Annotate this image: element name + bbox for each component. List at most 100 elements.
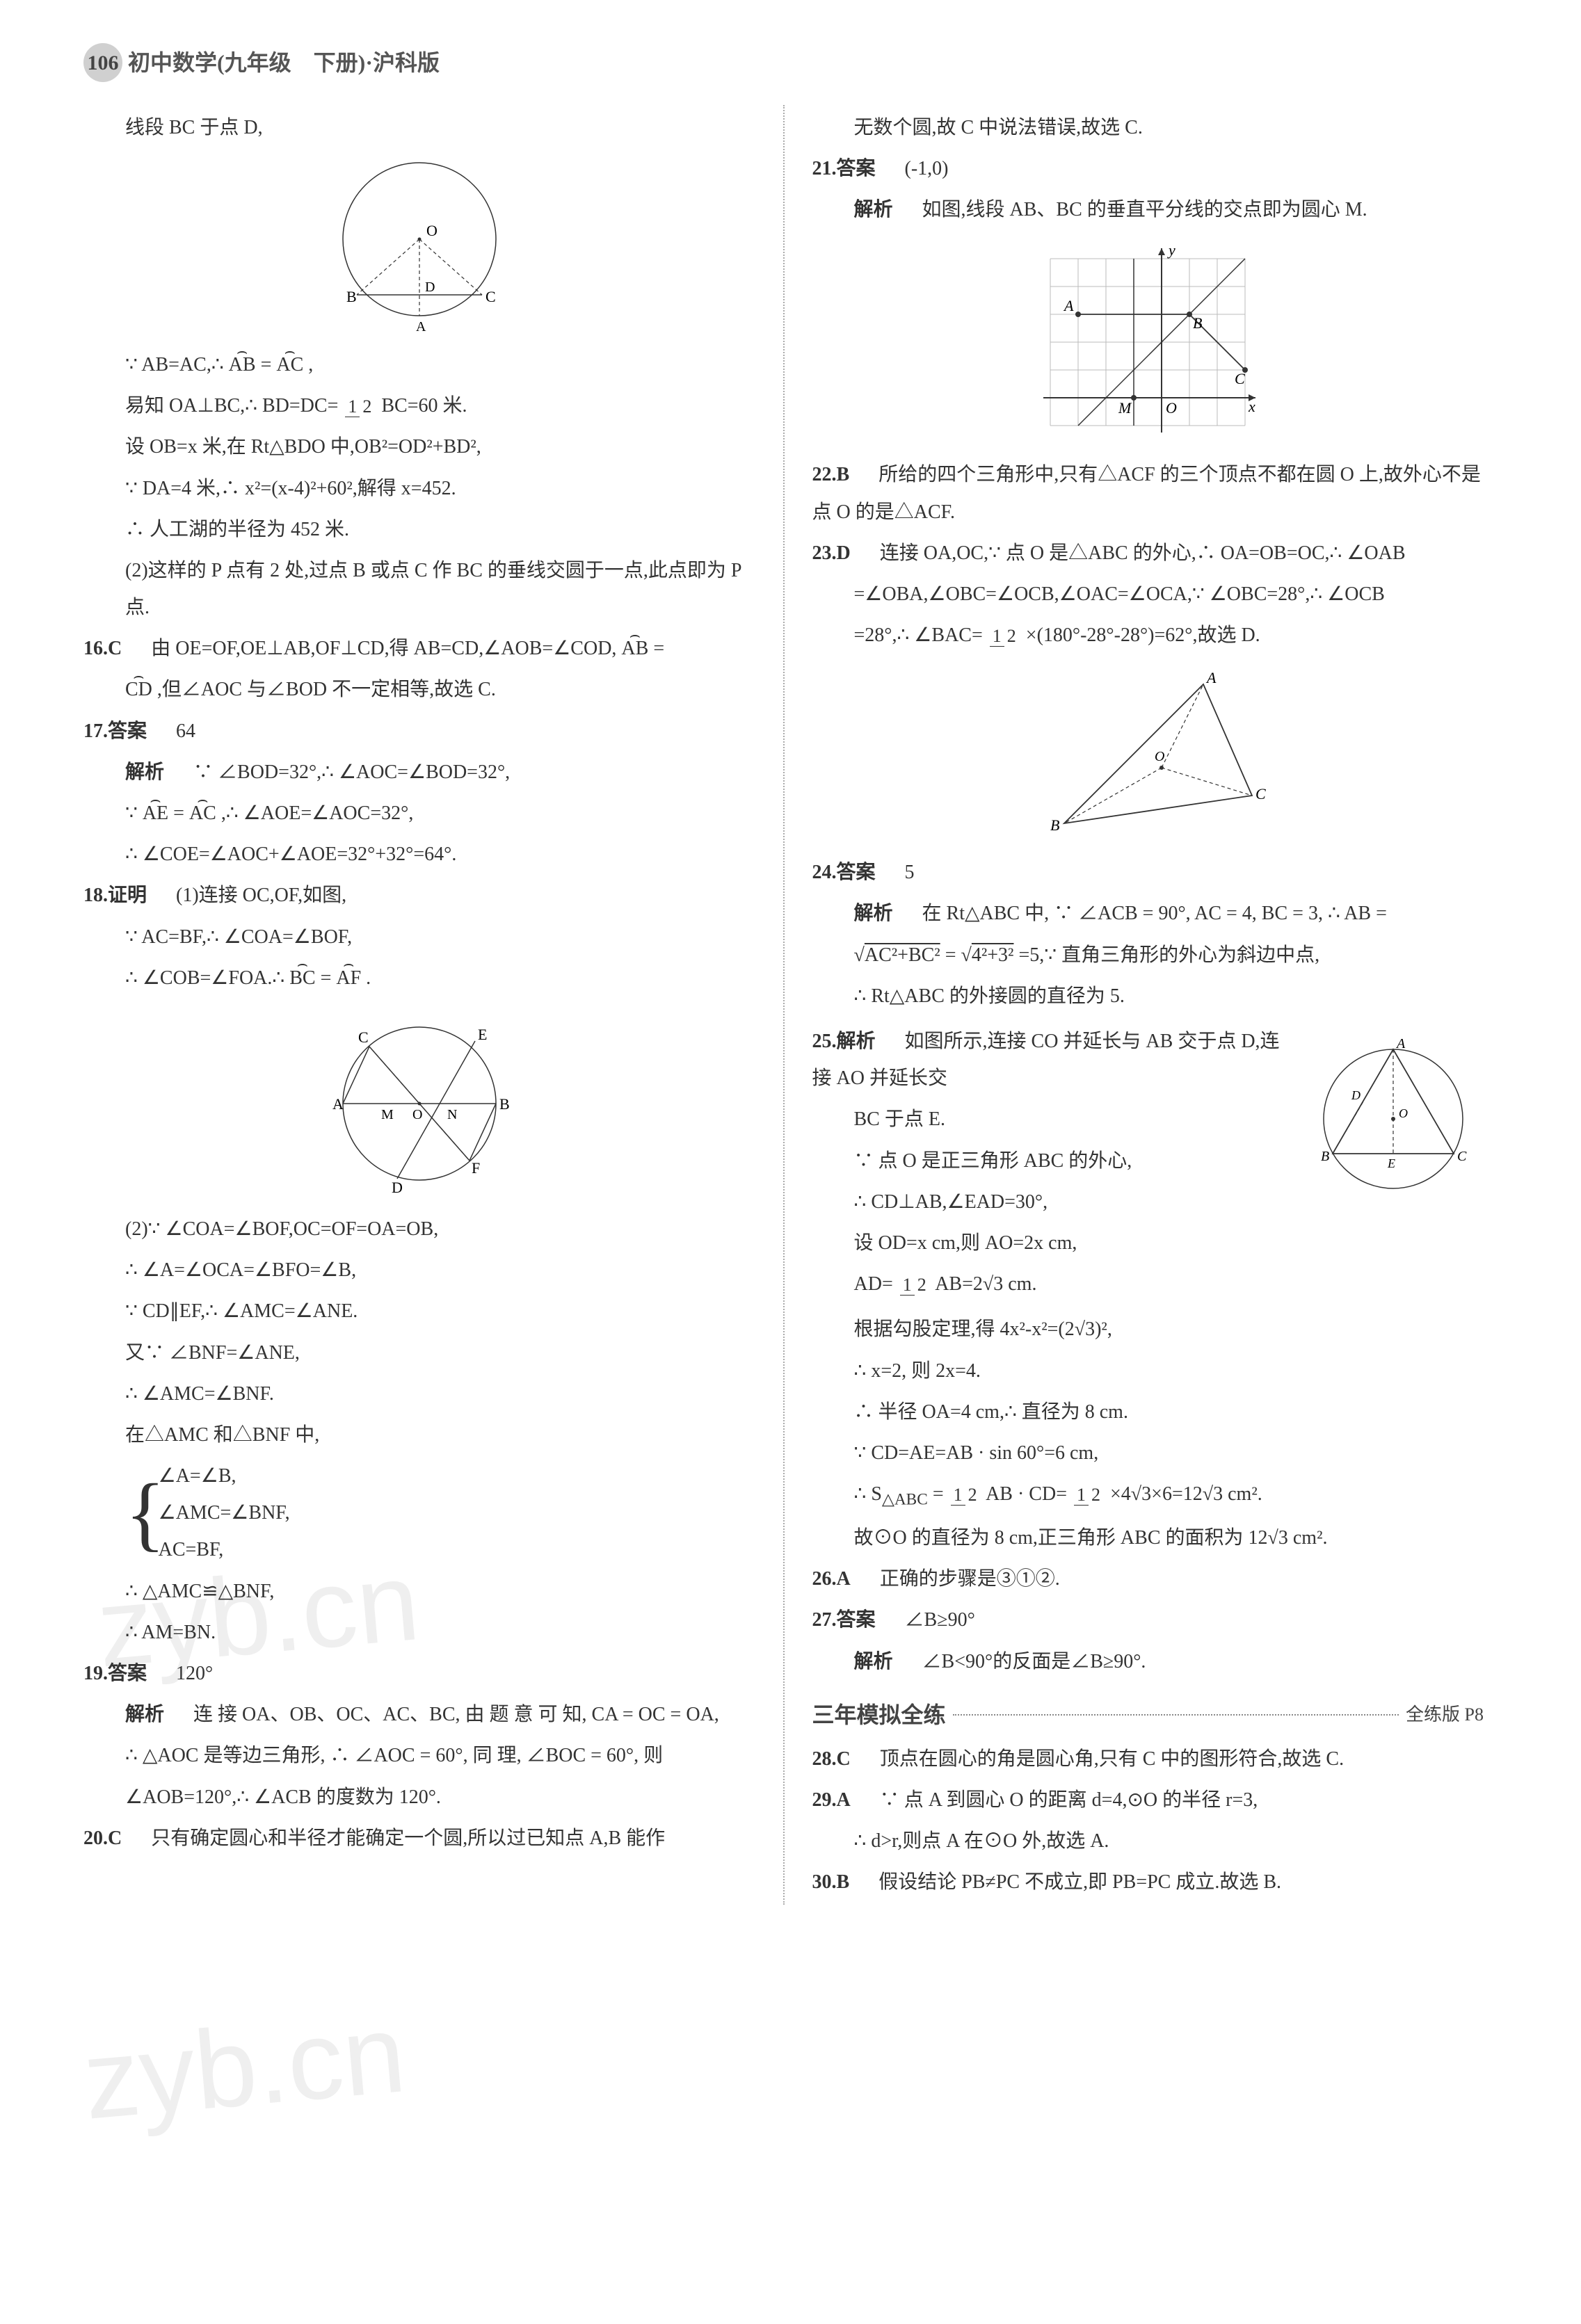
svg-text:O: O bbox=[1399, 1106, 1408, 1120]
q18: 18.证明 (1)连接 OC,OF,如图, bbox=[83, 877, 755, 914]
text-line: ∴ ∠AMC=∠BNF. bbox=[83, 1375, 755, 1412]
svg-text:O: O bbox=[412, 1107, 422, 1122]
coordinate-grid: A B C M O x y bbox=[1036, 238, 1259, 446]
text-line: (2)∵ ∠COA=∠BOF,OC=OF=OA=OB, bbox=[83, 1211, 755, 1248]
svg-text:N: N bbox=[447, 1107, 457, 1122]
two-column-layout: 线段 BC 于点 D, O B C D A ∵ AB=AC,∴ AB = AC … bbox=[83, 105, 1484, 1905]
text-line: ∴ Rt△ABC 的外接圆的直径为 5. bbox=[812, 978, 1484, 1015]
q28: 28.C 顶点在圆心的角是圆心角,只有 C 中的图形符合,故选 C. bbox=[812, 1741, 1484, 1777]
svg-text:A: A bbox=[1063, 297, 1074, 314]
svg-text:D: D bbox=[392, 1179, 403, 1196]
text-line: 故⊙O 的直径为 8 cm,正三角形 ABC 的面积为 12√3 cm². bbox=[812, 1519, 1484, 1556]
text-line: ∵ DA=4 米,∴ x²=(x-4)²+60²,解得 x=452. bbox=[83, 470, 755, 507]
section-header: 三年模拟全练 全练版 P8 bbox=[812, 1694, 1484, 1736]
svg-text:x: x bbox=[1248, 398, 1255, 415]
q29: 29.A ∵ 点 A 到圆心 O 的距离 d=4,⊙O 的半径 r=3, bbox=[812, 1782, 1484, 1818]
svg-text:A: A bbox=[332, 1095, 344, 1113]
q15-figure: O B C D A bbox=[83, 156, 755, 337]
text-line: ∴ △AMC≌△BNF, bbox=[83, 1573, 755, 1610]
q18-figure: A B C D E F M N O bbox=[83, 1006, 755, 1201]
inscribed-triangle: A B C D E O bbox=[1303, 1028, 1484, 1202]
page-header: 106 初中数学(九年级 下册)·沪科版 bbox=[83, 42, 1484, 84]
svg-text:F: F bbox=[472, 1159, 480, 1177]
text-line: 解析 ∠B<90°的反面是∠B≥90°. bbox=[812, 1643, 1484, 1680]
q15-line: 线段 BC 于点 D, bbox=[83, 109, 755, 146]
cases-block: { ∠A=∠B, ∠AMC=∠BNF, AC=BF, bbox=[83, 1458, 755, 1569]
label-A: A bbox=[416, 319, 426, 334]
svg-text:y: y bbox=[1167, 241, 1175, 259]
text-line: ∴ ∠A=∠OCA=∠BFO=∠B, bbox=[83, 1252, 755, 1289]
text-line: ∴ x=2, 则 2x=4. bbox=[812, 1353, 1484, 1389]
q25-figure: A B C D E O bbox=[1303, 1028, 1484, 1202]
svg-text:A: A bbox=[1205, 669, 1217, 686]
svg-text:O: O bbox=[1155, 749, 1164, 764]
text-line: ∵ AC=BF,∴ ∠COA=∠BOF, bbox=[83, 919, 755, 955]
text-line: =28°,∴ ∠BAC= 12 ×(180°-28°-28°)=62°,故选 D… bbox=[812, 617, 1484, 654]
label-D: D bbox=[425, 280, 435, 295]
text-line: BC 于点 E. bbox=[812, 1101, 1297, 1138]
watermark: zyb.cn bbox=[75, 1947, 414, 2186]
text-line: √AC²+BC² = √4²+3² =5,∵ 直角三角形的外心为斜边中点, bbox=[812, 937, 1484, 974]
q19-num: 19.答案 bbox=[83, 1663, 147, 1684]
text-line: 设 OB=x 米,在 Rt△BDO 中,OB²=OD²+BD², bbox=[83, 428, 755, 465]
label-B: B bbox=[346, 288, 357, 305]
text-line: 解析 ∵ ∠BOD=32°,∴ ∠AOC=∠BOD=32°, bbox=[83, 754, 755, 791]
dotted-leader bbox=[953, 1714, 1399, 1716]
svg-text:E: E bbox=[1387, 1156, 1395, 1170]
text-line: ∴ S△ABC = 12 AB · CD= 12 ×4√3×6=12√3 cm²… bbox=[812, 1476, 1484, 1515]
svg-text:A: A bbox=[1395, 1036, 1406, 1051]
svg-text:B: B bbox=[1050, 816, 1059, 834]
svg-text:B: B bbox=[1321, 1149, 1329, 1164]
q21: 21.答案 (-1,0) bbox=[812, 150, 1484, 187]
text-line: ∵ CD∥EF,∴ ∠AMC=∠ANE. bbox=[83, 1293, 755, 1330]
text-line: 根据勾股定理,得 4x²-x²=(2√3)², bbox=[812, 1311, 1484, 1348]
text-line: ∴ d>r,则点 A 在⊙O 外,故选 A. bbox=[812, 1823, 1484, 1859]
right-column: 无数个圆,故 C 中说法错误,故选 C. 21.答案 (-1,0) 解析 如图,… bbox=[812, 105, 1484, 1905]
q16: 16.C 由 OE=OF,OE⊥AB,OF⊥CD,得 AB=CD,∠AOB=∠C… bbox=[83, 630, 755, 667]
text-line: ∴ ∠COE=∠AOC+∠AOE=32°+32°=64°. bbox=[83, 836, 755, 873]
text-line: ∴ 半径 OA=4 cm,∴ 直径为 8 cm. bbox=[812, 1394, 1484, 1430]
q21-figure: A B C M O x y bbox=[812, 238, 1484, 446]
q20-num: 20.C bbox=[83, 1827, 122, 1849]
svg-text:O: O bbox=[1166, 399, 1177, 417]
svg-text:C: C bbox=[1235, 370, 1245, 387]
column-divider bbox=[783, 105, 785, 1905]
text-line: ∵ AE = AC ,∴ ∠AOE=∠AOC=32°, bbox=[83, 795, 755, 832]
page-number-badge: 106 bbox=[83, 43, 122, 82]
q20: 20.C 只有确定圆心和半径才能确定一个圆,所以过已知点 A,B 能作 bbox=[83, 1820, 755, 1857]
text-line: CD ,但∠AOC 与∠BOD 不一定相等,故选 C. bbox=[83, 671, 755, 708]
svg-text:E: E bbox=[478, 1026, 487, 1043]
text-line: AD= 12 AB=2√3 cm. bbox=[812, 1266, 1297, 1302]
text-line: ∴ AM=BN. bbox=[83, 1614, 755, 1651]
q27: 27.答案 ∠B≥90° bbox=[812, 1601, 1484, 1638]
svg-text:C: C bbox=[358, 1028, 369, 1046]
svg-text:C: C bbox=[1255, 785, 1266, 802]
q17: 17.答案 64 bbox=[83, 713, 755, 750]
svg-text:C: C bbox=[1457, 1149, 1467, 1164]
text-line: ∵ 点 O 是正三角形 ABC 的外心, bbox=[812, 1143, 1297, 1179]
circle-diagram-2: A B C D E F M N O bbox=[308, 1006, 531, 1201]
text-line: =∠OBA,∠OBC=∠OCB,∠OAC=∠OCA,∵ ∠OBC=28°,∴ ∠… bbox=[812, 576, 1484, 613]
text-line: ∴ ∠COB=∠FOA.∴ BC = AF . bbox=[83, 960, 755, 996]
q19: 19.答案 120° bbox=[83, 1655, 755, 1692]
q17-num: 17.答案 bbox=[83, 720, 147, 742]
circle-diagram-1: O B C D A bbox=[315, 156, 524, 337]
left-column: 线段 BC 于点 D, O B C D A ∵ AB=AC,∴ AB = AC … bbox=[83, 105, 755, 1905]
text-line: 易知 OA⊥BC,∴ BD=DC= 12 BC=60 米. bbox=[83, 387, 755, 424]
text-line: ∴ 人工湖的半径为 452 米. bbox=[83, 511, 755, 548]
q23: 23.D 连接 OA,OC,∵ 点 O 是△ABC 的外心,∴ OA=OB=OC… bbox=[812, 535, 1484, 572]
svg-text:D: D bbox=[1351, 1088, 1361, 1102]
text-line: 又∵ ∠BNF=∠ANE, bbox=[83, 1334, 755, 1371]
q16-num: 16.C bbox=[83, 638, 122, 659]
svg-text:M: M bbox=[381, 1107, 394, 1122]
q25: 25.解析 如图所示,连接 CO 并延长与 AB 交于点 D,连接 AO 并延长… bbox=[812, 1023, 1297, 1097]
text-line: ∵ CD=AE=AB · sin 60°=6 cm, bbox=[812, 1435, 1484, 1471]
q24: 24.答案 5 bbox=[812, 854, 1484, 891]
text-line: (2)这样的 P 点有 2 处,过点 B 或点 C 作 BC 的垂线交圆于一点,… bbox=[83, 552, 755, 626]
q30: 30.B 假设结论 PB≠PC 不成立,即 PB=PC 成立.故选 B. bbox=[812, 1864, 1484, 1901]
text-line: 在△AMC 和△BNF 中, bbox=[83, 1417, 755, 1453]
q20-cont: 无数个圆,故 C 中说法错误,故选 C. bbox=[812, 109, 1484, 146]
text-line: ∵ AB=AC,∴ AB = AC , bbox=[83, 346, 755, 383]
q26: 26.A 正确的步骤是③①②. bbox=[812, 1560, 1484, 1597]
q23-figure: A B C O bbox=[812, 663, 1484, 844]
